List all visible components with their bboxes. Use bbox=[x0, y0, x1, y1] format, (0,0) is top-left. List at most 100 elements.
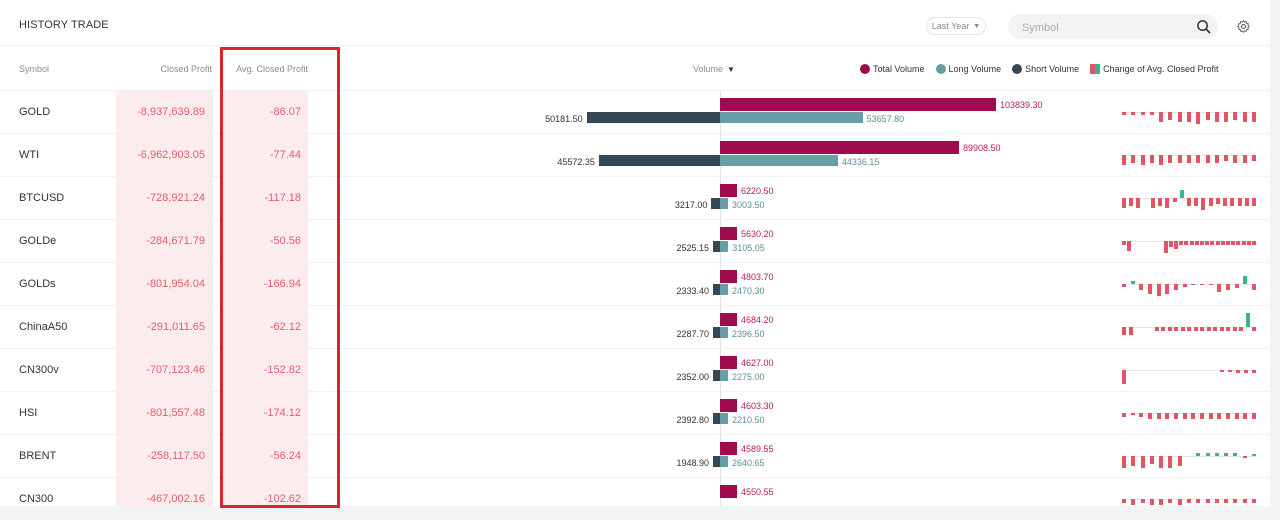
change-bar bbox=[1139, 413, 1144, 417]
row-avg-closed-profit: -86.07 bbox=[269, 106, 301, 118]
gear-icon[interactable] bbox=[1236, 19, 1251, 34]
change-bar bbox=[1130, 281, 1135, 284]
change-bar bbox=[1167, 327, 1172, 331]
long-volume-bar[interactable] bbox=[720, 370, 728, 381]
change-bar bbox=[1194, 241, 1199, 245]
change-bar bbox=[1233, 112, 1238, 120]
total-volume-bar[interactable] bbox=[720, 227, 737, 240]
table-row[interactable]: WTI -6,962,903.05 -77.44 bbox=[0, 133, 1270, 176]
change-bar bbox=[1158, 198, 1163, 206]
table-row[interactable]: ChinaA50 -291,011.65 -62.12 bbox=[0, 305, 1270, 348]
long-volume-bar[interactable] bbox=[720, 198, 728, 209]
row-closed-profit: -6,962,903.05 bbox=[137, 149, 205, 161]
short-volume-bar[interactable] bbox=[713, 456, 720, 467]
row-closed-profit: -801,557.48 bbox=[146, 407, 205, 419]
total-volume-bar[interactable] bbox=[720, 141, 959, 154]
short-volume-bar[interactable] bbox=[713, 327, 720, 338]
change-bar bbox=[1131, 499, 1136, 505]
short-volume-bar[interactable] bbox=[598, 155, 720, 166]
table-row[interactable]: BRENT -258,117.50 -56.24 bbox=[0, 434, 1270, 477]
change-bar bbox=[1150, 198, 1155, 208]
short-volume-label: 50181.50 bbox=[545, 114, 583, 124]
change-bar bbox=[1215, 198, 1220, 204]
table-row[interactable]: GOLD -8,937,639.89 -86.07 bbox=[0, 90, 1270, 133]
change-bar bbox=[1122, 241, 1126, 245]
volume-label: Volume bbox=[693, 64, 724, 74]
total-volume-bar[interactable] bbox=[720, 399, 737, 412]
change-bar bbox=[1224, 499, 1229, 503]
short-volume-label: 2525.15 bbox=[676, 243, 709, 253]
table-row[interactable]: GOLDs -801,954.04 -166.94 bbox=[0, 262, 1270, 305]
short-volume-bar[interactable] bbox=[713, 413, 720, 424]
long-volume-bar[interactable] bbox=[720, 456, 728, 467]
long-volume-bar[interactable] bbox=[720, 413, 728, 424]
total-volume-label: 4803.70 bbox=[741, 272, 774, 282]
change-bar bbox=[1233, 499, 1238, 503]
row-closed-profit: -291,011.65 bbox=[147, 321, 205, 333]
table-row[interactable]: CN300v -707,123.46 -152.82 bbox=[0, 348, 1270, 391]
long-volume-bar[interactable] bbox=[720, 112, 863, 123]
short-volume-bar[interactable] bbox=[713, 370, 720, 381]
change-bar bbox=[1122, 413, 1126, 417]
change-bar bbox=[1213, 327, 1217, 331]
change-bar bbox=[1140, 112, 1145, 115]
change-bar bbox=[1220, 241, 1225, 245]
search-icon[interactable] bbox=[1196, 19, 1211, 34]
change-bar bbox=[1230, 198, 1235, 206]
change-bar bbox=[1214, 453, 1219, 456]
change-square-icon bbox=[1090, 64, 1101, 74]
change-bar bbox=[1179, 190, 1184, 198]
col-header-volume[interactable]: Volume ▼ bbox=[693, 64, 735, 74]
change-bar bbox=[1245, 313, 1250, 327]
short-volume-bar[interactable] bbox=[711, 198, 720, 209]
total-volume-bar[interactable] bbox=[720, 442, 737, 455]
table-row[interactable]: BTCUSD -728,921.24 -117.18 bbox=[0, 176, 1270, 219]
short-volume-bar[interactable] bbox=[586, 112, 720, 123]
change-bar bbox=[1140, 499, 1145, 503]
change-bar bbox=[1252, 241, 1256, 245]
col-header-avg-closed-profit[interactable]: Avg. Closed Profit bbox=[236, 64, 308, 74]
col-header-symbol[interactable]: Symbol bbox=[19, 64, 50, 74]
long-volume-bar[interactable] bbox=[720, 284, 728, 295]
table-row[interactable]: HSI -801,557.48 -174.12 bbox=[0, 391, 1270, 434]
long-volume-label: 2275.00 bbox=[732, 372, 765, 382]
symbol-search[interactable] bbox=[1008, 14, 1218, 39]
change-bar bbox=[1122, 499, 1126, 503]
change-bar bbox=[1179, 241, 1184, 245]
change-bar bbox=[1226, 327, 1230, 331]
short-volume-bar[interactable] bbox=[713, 241, 720, 252]
long-volume-bar[interactable] bbox=[720, 241, 729, 252]
col-header-closed-profit[interactable]: Closed Profit bbox=[160, 64, 212, 74]
short-volume-bar[interactable] bbox=[713, 284, 720, 295]
total-volume-bar[interactable] bbox=[720, 184, 737, 197]
long-volume-bar[interactable] bbox=[720, 155, 838, 166]
legend-short[interactable]: Short Volume bbox=[1012, 64, 1079, 74]
total-volume-bar[interactable] bbox=[720, 313, 737, 326]
table-row[interactable]: GOLDe -284,671.79 -50.56 bbox=[0, 219, 1270, 262]
long-dot-icon bbox=[935, 64, 946, 74]
change-bar bbox=[1174, 413, 1178, 419]
search-input[interactable] bbox=[1020, 18, 1184, 37]
total-volume-bar[interactable] bbox=[720, 356, 737, 369]
change-bar bbox=[1205, 112, 1210, 120]
total-volume-label: 4684.20 bbox=[741, 315, 774, 325]
legend-long[interactable]: Long Volume bbox=[935, 64, 1001, 74]
change-bar bbox=[1231, 241, 1236, 245]
change-bar bbox=[1217, 284, 1222, 292]
total-volume-bar[interactable] bbox=[720, 98, 996, 111]
sort-down-icon: ▼ bbox=[727, 65, 735, 74]
chevron-down-icon: ▼ bbox=[973, 22, 981, 30]
total-volume-bar[interactable] bbox=[720, 485, 737, 498]
period-select[interactable]: Last Year ▼ bbox=[926, 17, 986, 35]
legend-total[interactable]: Total Volume bbox=[860, 64, 925, 74]
total-dot-icon bbox=[860, 64, 870, 74]
change-bar bbox=[1122, 198, 1126, 208]
total-volume-bar[interactable] bbox=[720, 270, 737, 283]
long-volume-bar[interactable] bbox=[720, 327, 728, 338]
change-bar bbox=[1168, 456, 1173, 468]
row-avg-closed-profit: -77.44 bbox=[269, 149, 301, 161]
change-bar bbox=[1149, 499, 1154, 505]
page-title: HISTORY TRADE bbox=[19, 19, 109, 31]
legend-change[interactable]: Change of Avg. Closed Profit bbox=[1090, 64, 1219, 74]
table-row[interactable]: CN300 -467,002.16 -102.62 bbox=[0, 477, 1270, 520]
